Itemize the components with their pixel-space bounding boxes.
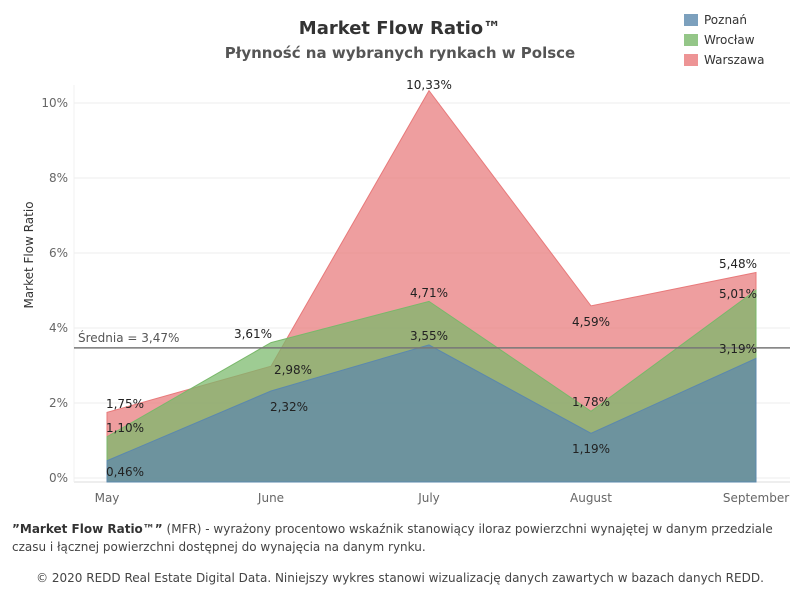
data-label-poznań-september: 3,19% [719,342,757,356]
y-axis-label-wrap: Market Flow Ratio [14,180,44,330]
data-label-warszawa-july: 10,33% [406,78,452,92]
data-label-warszawa-september: 5,48% [719,257,757,271]
data-label-wrocław-june: 3,61% [234,327,272,341]
data-label-warszawa-june: 2,98% [274,363,312,377]
data-label-warszawa-august: 4,59% [572,315,610,329]
legend-swatch-poznań [684,14,698,26]
legend-item-wrocław: Wrocław [684,30,764,50]
footnote: ”Market Flow Ratio™” (MFR) - wyrażony pr… [12,520,782,556]
data-label-poznań-june: 2,32% [270,400,308,414]
legend-swatch-warszawa [684,54,698,66]
area-chart: 0% 2% 4% 6% 8% 10% May June July August September Ś… [41,78,790,505]
area-poznań [106,344,757,483]
data-label-poznań-may: 0,46% [106,465,144,479]
footnote-term: ”Market Flow Ratio™” [12,522,163,536]
y-tick-label-8: 8% [49,171,68,185]
data-label-warszawa-may: 1,75% [106,397,144,411]
chart-title: Market Flow Ratio™ [298,18,502,39]
legend-item-warszawa: Warszawa [684,50,764,70]
data-label-wrocław-september: 5,01% [719,287,757,301]
data-label-poznań-august: 1,19% [572,442,610,456]
y-tick-label-6: 6% [49,246,68,260]
legend-label-warszawa: Warszawa [704,53,765,67]
chart-subtitle: Płynność na wybranych rynkach w Polsce [224,44,576,62]
legend-label-poznań: Poznań [704,13,748,27]
footnote-text: (MFR) - wyrażony procentowo wskaźnik sta… [12,522,773,554]
data-label-wrocław-july: 4,71% [410,286,448,300]
y-axis-label: Market Flow Ratio [22,201,36,309]
y-tick-label-10: 10% [41,96,68,110]
x-tick-label-june: June [257,491,284,505]
copyright: © 2020 REDD Real Estate Digital Data. Ni… [36,571,764,585]
y-tick-label-4: 4% [49,321,68,335]
x-tick-label-september: September [723,491,789,505]
legend-label-wrocław: Wrocław [704,33,755,47]
data-label-wrocław-may: 1,10% [106,421,144,435]
chart-legend: Poznań Wrocław Warszawa [684,10,764,70]
x-tick-label-may: May [95,491,120,505]
data-label-poznań-july: 3,55% [410,329,448,343]
legend-item-poznań: Poznań [684,10,764,30]
data-label-wrocław-august: 1,78% [572,395,610,409]
y-tick-label-2: 2% [49,396,68,410]
y-tick-label-0: 0% [49,471,68,485]
legend-swatch-wrocław [684,34,698,46]
x-tick-label-july: July [417,491,440,505]
x-tick-label-august: August [570,491,612,505]
average-line-label: Średnia = 3,47% [78,330,179,345]
